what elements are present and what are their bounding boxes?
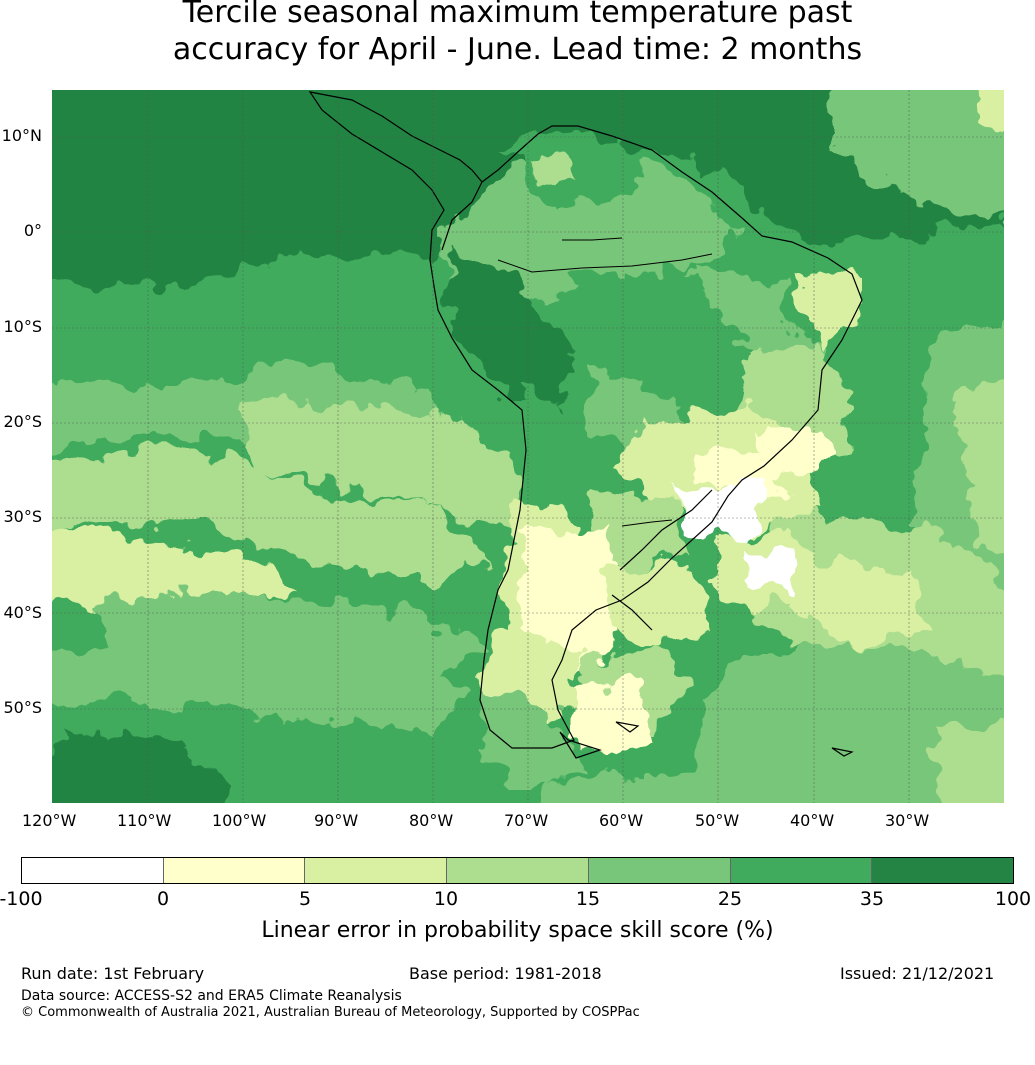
chart-title: Tercile seasonal maximum temperature pas… — [0, 0, 1035, 68]
colorbar-segment — [729, 858, 872, 883]
colorbar-segment — [587, 858, 730, 883]
lat-label: 10°N — [1, 126, 42, 145]
lon-label: 100°W — [212, 811, 267, 830]
colorbar — [21, 857, 1014, 884]
skill-score-map — [52, 90, 1004, 803]
lon-label: 70°W — [504, 811, 549, 830]
colorbar-tick: 10 — [433, 888, 459, 910]
lat-label: 40°S — [3, 603, 42, 622]
colorbar-tick: 0 — [156, 888, 170, 910]
colorbar-segment — [304, 858, 447, 883]
colorbar-segment — [871, 858, 1014, 883]
colorbar-segment — [446, 858, 588, 883]
colorbar-tick: 15 — [575, 888, 601, 910]
title-line-1: Tercile seasonal maximum temperature pas… — [182, 0, 853, 30]
lon-label: 120°W — [22, 811, 77, 830]
lon-label: 50°W — [695, 811, 740, 830]
colorbar-label: Linear error in probability space skill … — [261, 918, 774, 943]
lat-label: 20°S — [3, 412, 42, 431]
title-line-2: accuracy for April - June. Lead time: 2 … — [172, 32, 863, 67]
issued-date: Issued: 21/12/2021 — [840, 964, 995, 983]
land-skill-field — [437, 130, 862, 790]
coastlines — [308, 91, 863, 759]
lon-label: 40°W — [790, 811, 835, 830]
colorbar-segment — [162, 858, 305, 883]
lat-label: 50°S — [3, 698, 42, 717]
lon-label: 30°W — [885, 811, 930, 830]
lat-label: 10°S — [3, 317, 42, 336]
colorbar-tick: 100 — [994, 888, 1032, 910]
gridlines — [52, 90, 1004, 803]
data-source: Data source: ACCESS-S2 and ERA5 Climate … — [21, 988, 402, 1004]
lon-label: 110°W — [117, 811, 172, 830]
lat-label: 30°S — [3, 507, 42, 526]
base-period: Base period: 1981-2018 — [409, 964, 602, 983]
rivers — [497, 237, 713, 527]
copyright: © Commonwealth of Australia 2021, Austra… — [21, 1005, 640, 1020]
colorbar-tick: 5 — [298, 888, 312, 910]
colorbar-tick: -100 — [0, 888, 43, 910]
run-date: Run date: 1st February — [21, 964, 205, 983]
colorbar-segment — [22, 858, 163, 883]
lat-label: 0° — [23, 221, 42, 240]
colorbar-tick: 25 — [717, 888, 743, 910]
colorbar-tick: 35 — [859, 888, 885, 910]
lon-label: 60°W — [599, 811, 644, 830]
map-panel[interactable] — [52, 90, 1004, 803]
lon-label: 80°W — [409, 811, 454, 830]
lon-label: 90°W — [314, 811, 359, 830]
